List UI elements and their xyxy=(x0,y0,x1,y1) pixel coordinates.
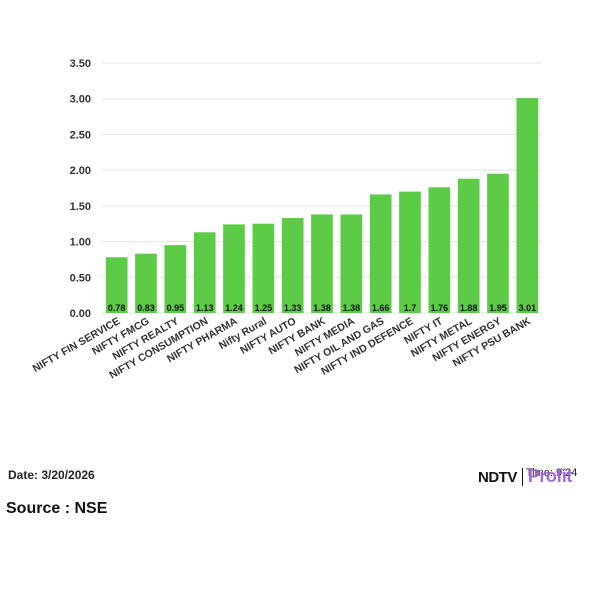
bar-value-label: 1.7 xyxy=(404,303,417,313)
ndtv-logo-text: NDTV xyxy=(478,468,517,486)
bar-value-label: 1.88 xyxy=(460,303,478,313)
bar xyxy=(340,214,363,313)
bar-value-label: 1.24 xyxy=(225,303,243,313)
bar-value-label: 1.38 xyxy=(313,303,331,313)
bar xyxy=(428,187,451,313)
bar xyxy=(516,98,539,313)
bar xyxy=(369,194,392,313)
y-tick-label: 3.50 xyxy=(70,58,91,70)
y-tick-label: 0.00 xyxy=(70,308,91,320)
bar xyxy=(311,214,333,313)
bar xyxy=(399,191,421,313)
bar xyxy=(487,173,509,313)
bar-value-label: 3.01 xyxy=(519,303,537,313)
y-tick-label: 0.50 xyxy=(70,272,91,284)
y-tick-label: 3.00 xyxy=(70,94,91,106)
profit-logo: Time: 9:24 Profit xyxy=(526,466,586,488)
date-label: Date: 3/20/2026 xyxy=(8,468,95,482)
bar xyxy=(457,178,480,313)
bar-value-label: 1.66 xyxy=(372,303,390,313)
profit-logo-text: Profit xyxy=(527,466,573,486)
bar-value-label: 0.83 xyxy=(137,303,155,313)
bar-value-label: 1.76 xyxy=(431,303,449,313)
bar-value-label: 0.95 xyxy=(167,303,185,313)
data-labels: 0.78 0.83 0.95 1.13 1.24 1.25 1.33 1.38 1.38 1.66… xyxy=(108,303,536,313)
bar-value-label: 1.13 xyxy=(196,303,214,313)
bar xyxy=(164,245,187,313)
bars xyxy=(105,98,539,313)
bar xyxy=(281,218,304,313)
source-label: Source : NSE xyxy=(6,500,108,517)
brand-logo: NDTV Time: 9:24 Profit xyxy=(478,466,586,488)
bar xyxy=(252,223,275,313)
time-label: Time: 9:24 xyxy=(525,467,578,479)
bar xyxy=(105,257,128,313)
bar xyxy=(193,232,216,313)
bar-value-label: 0.78 xyxy=(108,303,126,313)
bar-value-label: 1.38 xyxy=(343,303,361,313)
y-tick-label: 2.00 xyxy=(70,165,91,177)
bar-value-label: 1.25 xyxy=(255,303,273,313)
bar xyxy=(223,224,245,313)
bar-value-label: 1.95 xyxy=(489,303,507,313)
y-tick-label: 2.50 xyxy=(70,129,91,141)
y-tick-label: 1.50 xyxy=(70,201,91,213)
y-axis-ticks: 0.00 0.50 1.00 1.50 2.00 2.50 3.00 3.50 xyxy=(70,58,91,320)
bar xyxy=(135,253,157,313)
bar-value-label: 1.33 xyxy=(284,303,302,313)
y-tick-label: 1.00 xyxy=(70,237,91,249)
logo-divider xyxy=(521,468,523,486)
